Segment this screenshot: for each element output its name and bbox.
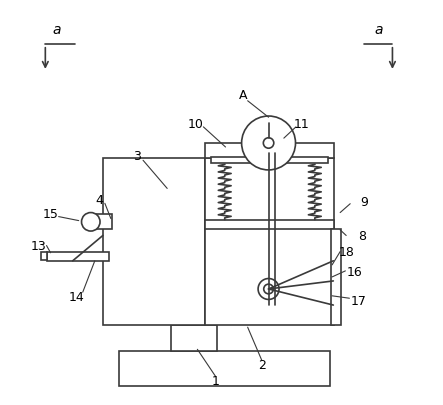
Bar [331, 229, 342, 325]
Circle shape [264, 284, 273, 294]
Bar [206, 143, 334, 158]
Text: 14: 14 [69, 290, 85, 303]
Bar [119, 351, 330, 386]
Bar [171, 325, 218, 351]
Text: 3: 3 [133, 150, 141, 163]
Text: 4: 4 [95, 194, 103, 207]
Circle shape [241, 116, 295, 170]
Bar [91, 214, 112, 230]
Bar [206, 158, 334, 325]
Bar [47, 252, 109, 261]
Text: 17: 17 [350, 294, 366, 307]
Text: a: a [374, 23, 383, 37]
Bar [206, 220, 334, 229]
Bar [211, 157, 328, 163]
Text: 11: 11 [294, 117, 310, 130]
Text: 8: 8 [358, 230, 366, 243]
Text: a: a [52, 23, 61, 37]
Text: 13: 13 [31, 240, 47, 253]
Bar [103, 158, 206, 325]
Bar [41, 252, 47, 260]
Text: A: A [239, 90, 248, 102]
Text: 2: 2 [258, 359, 266, 372]
Circle shape [258, 279, 279, 299]
Text: 16: 16 [346, 266, 362, 279]
Text: 15: 15 [43, 208, 58, 221]
Text: 9: 9 [360, 196, 368, 209]
Circle shape [263, 138, 274, 148]
Text: 18: 18 [338, 246, 354, 259]
Text: 1: 1 [211, 375, 219, 388]
Text: 10: 10 [187, 117, 203, 130]
Circle shape [82, 213, 100, 231]
